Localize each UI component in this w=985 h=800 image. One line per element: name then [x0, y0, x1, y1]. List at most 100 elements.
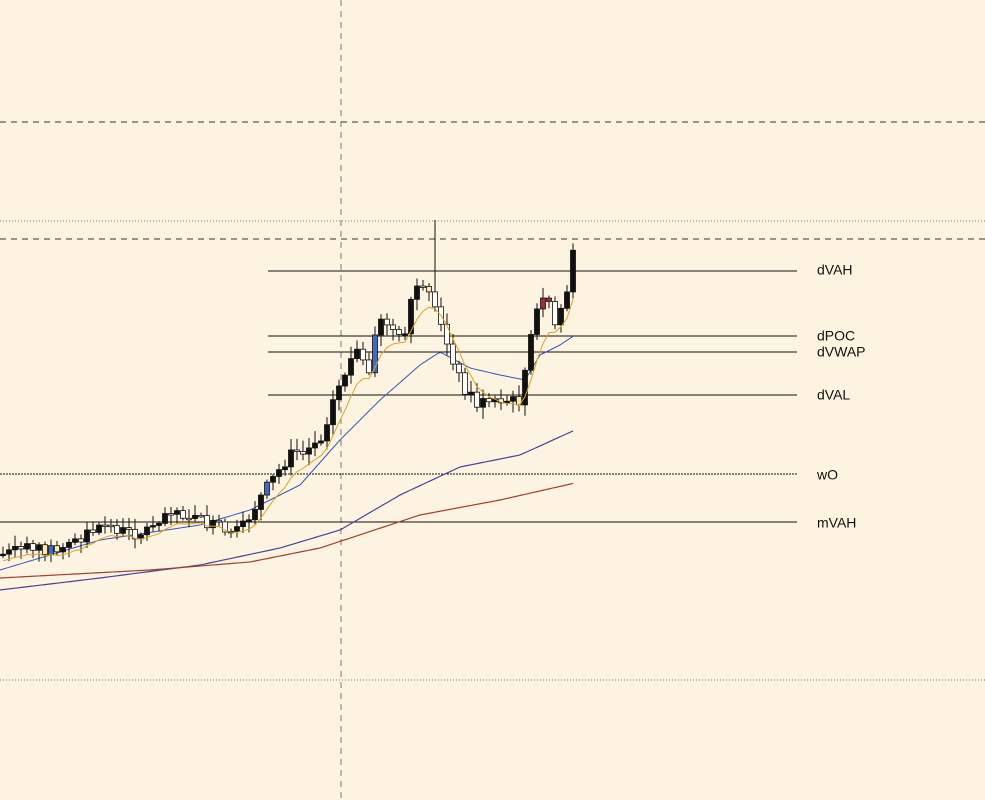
candle [288, 449, 294, 468]
candle [522, 369, 528, 406]
candle [486, 398, 492, 403]
candle [72, 538, 78, 543]
candle [282, 466, 288, 471]
candle [54, 545, 60, 553]
candle [90, 529, 96, 533]
candle [156, 522, 162, 526]
candle [552, 301, 558, 326]
candle [66, 541, 72, 548]
candle [546, 297, 552, 302]
candle [342, 374, 348, 387]
candle [168, 513, 174, 516]
candle [384, 318, 390, 326]
candle [462, 372, 468, 395]
candle [348, 358, 354, 376]
candle [528, 334, 534, 371]
plot [0, 220, 576, 591]
candle [144, 526, 150, 536]
candle [234, 526, 240, 532]
moving-average [2, 299, 574, 562]
candle [216, 519, 222, 523]
candle [312, 442, 318, 449]
candle [102, 524, 108, 527]
candle [420, 285, 426, 288]
candle [456, 363, 462, 374]
candle [78, 538, 84, 543]
candle [276, 469, 282, 477]
candle [564, 291, 570, 309]
candle [270, 476, 276, 483]
level-label: wO [816, 467, 838, 483]
candle [408, 298, 414, 335]
candle [240, 520, 246, 528]
candle [480, 398, 486, 408]
candle [570, 249, 576, 293]
level-label: dVAL [817, 387, 850, 403]
candle [558, 307, 564, 326]
candle [24, 543, 30, 550]
candle [450, 343, 456, 365]
candle [510, 396, 516, 402]
candle [12, 546, 18, 551]
candle [36, 544, 42, 551]
candle [402, 333, 408, 336]
candle [126, 527, 132, 530]
candle [504, 400, 510, 404]
moving-average [0, 482, 574, 579]
candle [354, 348, 360, 360]
candle [258, 494, 264, 510]
candle [198, 514, 204, 518]
candle [108, 524, 114, 528]
moving-average [0, 430, 574, 591]
candle [306, 447, 312, 455]
candle [432, 291, 438, 308]
candle [372, 334, 378, 374]
candle [150, 525, 156, 528]
candle [294, 449, 300, 452]
candle [360, 348, 366, 361]
candle [192, 514, 198, 519]
candle [96, 524, 102, 533]
candle [210, 519, 216, 529]
candle [42, 544, 48, 556]
candle [204, 515, 210, 529]
candle [252, 509, 258, 521]
candle [396, 329, 402, 335]
candle [414, 285, 420, 300]
level-label: mVAH [817, 515, 856, 531]
level-label: dPOC [817, 328, 855, 344]
candle [180, 510, 186, 519]
candle [174, 510, 180, 515]
candle [390, 324, 396, 330]
candle [336, 385, 342, 401]
candle [426, 286, 432, 293]
candle [378, 318, 384, 336]
candle [318, 440, 324, 444]
level-label: dVAH [817, 262, 853, 278]
candle [468, 391, 474, 395]
candle [300, 451, 306, 455]
candle [48, 545, 54, 556]
candle [18, 546, 24, 550]
level-label: dVWAP [817, 344, 866, 360]
candle [540, 297, 546, 310]
candle [324, 424, 330, 442]
candle [60, 547, 66, 553]
candle [534, 308, 540, 335]
candle [162, 513, 168, 524]
candle [246, 519, 252, 522]
candle [444, 323, 450, 345]
candle [84, 529, 90, 543]
candle [264, 481, 270, 496]
candle [366, 359, 372, 374]
candle [6, 549, 12, 555]
candle [186, 517, 192, 521]
candle [0, 553, 6, 557]
candle [30, 543, 36, 551]
candle [474, 391, 480, 408]
candle [120, 527, 126, 534]
candle [114, 525, 120, 534]
candle [330, 399, 336, 426]
